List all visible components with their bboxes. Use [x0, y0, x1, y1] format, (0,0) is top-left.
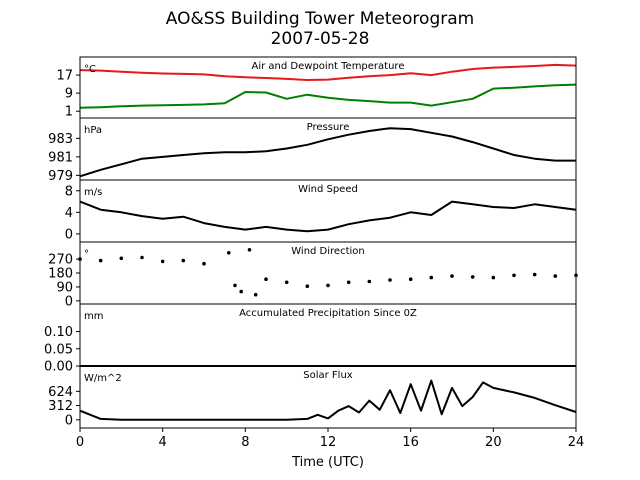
panel-3-ytick-label: 0	[65, 227, 73, 242]
panel-4-point	[181, 258, 186, 263]
x-tick-label: 16	[402, 435, 419, 450]
panel-5-ytick-label: 0.10	[44, 325, 73, 340]
panel-2-title: Pressure	[307, 122, 350, 133]
panel-6-ytick-label: 624	[48, 385, 73, 400]
panel-4-point	[408, 277, 413, 282]
panel-1-title: Air and Dewpoint Temperature	[252, 61, 405, 72]
panel-5-ytick-label: 0.00	[44, 360, 73, 375]
panel-3-series-1	[79, 200, 577, 233]
panel-1-series-1	[79, 63, 577, 81]
panel-3-unit: m/s	[84, 187, 102, 198]
panel-2-ytick-label: 983	[48, 132, 73, 147]
panel-4-point	[247, 248, 252, 252]
panel-4-point	[305, 284, 310, 289]
x-axis-label: Time (UTC)	[291, 455, 364, 470]
panel-4-point	[284, 280, 289, 285]
panel-5: 0.00 0.05 0.10 Accumulated Precipitation Si…	[44, 303, 577, 375]
panel-4-ytick-label: 180	[48, 267, 73, 282]
panel-1-unit: °C	[84, 64, 96, 75]
x-tick-label: 20	[485, 435, 502, 450]
panel-1-ytick-label: 17	[56, 69, 73, 84]
x-tick-label: 24	[568, 435, 585, 450]
panel-2-ytick-label: 981	[48, 150, 73, 165]
panel-4-point	[119, 256, 124, 261]
panel-4-point	[553, 274, 558, 278]
panel-4-point	[388, 278, 392, 282]
panel-4-point	[253, 292, 258, 297]
panel-4-point	[202, 261, 206, 266]
panel-4-point	[160, 259, 165, 264]
x-tick-label: 12	[320, 435, 337, 450]
panel-4-point	[450, 274, 454, 278]
panel-4-point	[512, 273, 516, 278]
panel-4-point	[429, 275, 434, 280]
panel-3-ytick-label: 8	[65, 184, 73, 199]
panel-4-point	[532, 272, 537, 277]
panel-5-ytick-label: 0.05	[44, 342, 73, 357]
panel-6-series-1	[79, 379, 577, 421]
panel-4-ytick-label: 0	[65, 294, 73, 309]
panel-4-title: Wind Direction	[291, 246, 365, 257]
x-axis: 0 4 8 12 16 20 24	[76, 428, 584, 450]
panel-4-unit: °	[84, 249, 89, 260]
panel-6-title: Solar Flux	[303, 370, 353, 381]
figure-title-line2: 2007-05-28	[271, 29, 370, 49]
panel-4-point	[491, 275, 496, 280]
figure-title-line1: AO&SS Building Tower Meteorogram	[166, 9, 474, 29]
panel-6-unit: W/m^2	[84, 373, 122, 384]
panel-4-point	[233, 283, 237, 288]
panel-3-title: Wind Speed	[298, 184, 358, 195]
panel-1-series-2	[79, 83, 577, 109]
panel-5-title: Accumulated Precipitation Since 0Z	[239, 308, 417, 319]
panel-2: 979 981 983 Pressure hPa	[48, 117, 577, 184]
panel-1-ytick-label: 1	[65, 105, 73, 120]
panel-6-ytick-label: 312	[48, 399, 73, 414]
panel-4-ytick-label: 270	[48, 253, 73, 268]
panel-6-ytick-label: 0	[65, 413, 73, 428]
panel-4-point	[98, 258, 103, 263]
panel-4-point	[326, 283, 330, 288]
x-tick-label: 4	[159, 435, 167, 450]
panel-4-point	[346, 280, 351, 285]
panel-4-point	[264, 277, 268, 282]
panel-5-unit: mm	[84, 311, 103, 322]
panels-group: 1 9 17 Air and Dewpoint Temperature °C 979 981…	[44, 56, 578, 429]
x-tick-label: 8	[241, 435, 249, 450]
panel-3: 0 4 8 Wind Speed m/s	[65, 179, 577, 243]
x-tick-label: 0	[76, 435, 84, 450]
panel-1-ytick-label: 9	[65, 87, 73, 102]
panel-4-point	[470, 275, 475, 279]
panel-4-point	[367, 279, 372, 284]
panel-4-point	[227, 251, 231, 255]
panel-1: 1 9 17 Air and Dewpoint Temperature °C	[56, 56, 577, 120]
panel-4-ytick-label: 90	[56, 280, 73, 295]
panel-2-ytick-label: 979	[48, 169, 73, 184]
panel-3-ytick-label: 4	[65, 206, 73, 221]
panel-2-series-1	[79, 127, 576, 178]
panel-4-point	[239, 289, 243, 294]
panel-4-point	[140, 255, 144, 260]
panel-2-unit: hPa	[84, 125, 102, 136]
